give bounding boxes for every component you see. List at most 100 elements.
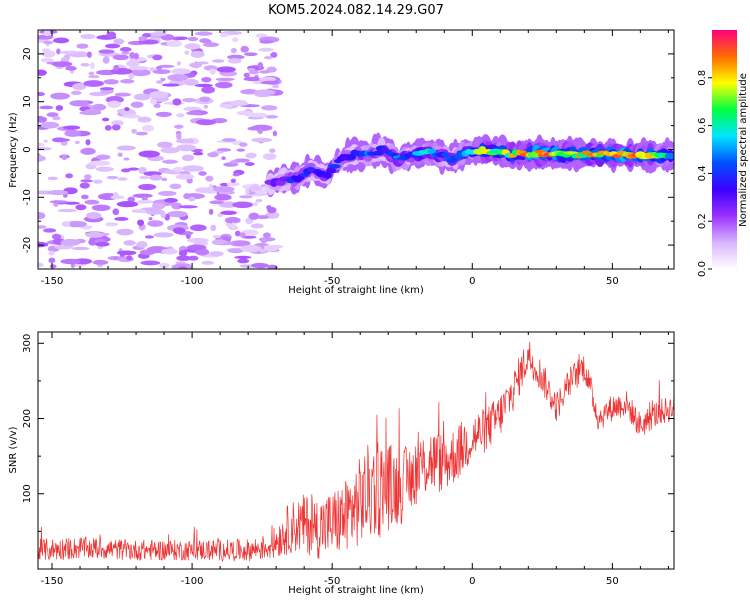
spectrogram-noise-cell	[60, 258, 82, 265]
spectrogram-noise-cell	[132, 193, 153, 198]
spectrogram-noise-cell	[167, 210, 188, 218]
colorbar-tick-label: 0.2	[697, 213, 708, 229]
spectrogram-noise-cell	[38, 225, 47, 229]
spectrogram-noise-cell	[50, 92, 70, 100]
spectrogram-noise-cell	[123, 240, 136, 246]
spectrogram-noise-cell	[137, 219, 145, 226]
spectrogram-noise-cell	[176, 132, 182, 141]
spectrogram-x-tick-label: -150	[41, 276, 64, 287]
spectrogram-noise-cell	[119, 46, 132, 52]
spectrogram-noise-cell	[101, 117, 110, 122]
spectrogram-noise-cell	[270, 51, 278, 58]
spectrogram-noise-cell	[209, 250, 224, 257]
spectrogram-noise-cell	[49, 264, 57, 269]
spectrogram-noise-cell	[187, 196, 196, 202]
spectrogram-noise-cell	[259, 40, 274, 44]
spectrogram-noise-cell	[137, 116, 152, 123]
spectrogram-noise-cell	[84, 199, 100, 205]
spectrogram-noise-cell	[240, 244, 262, 253]
spectrogram-noise-cell	[161, 177, 168, 182]
spectrogram-noise-cell	[104, 125, 112, 131]
spectrogram-noise-cell	[226, 181, 241, 187]
spectrogram-noise-cell	[38, 241, 49, 248]
spectrogram-noise-cell	[240, 89, 259, 95]
spectrogram-noise-cell	[59, 50, 80, 55]
spectrogram-noise-cell	[140, 260, 161, 266]
spectrogram-noise-cell	[160, 211, 167, 219]
spectrogram-noise-cell	[175, 36, 188, 41]
spectrogram-noise-cell	[250, 124, 273, 132]
spectrogram-noise-cell	[173, 166, 183, 172]
spectrogram-noise-cell	[159, 262, 170, 269]
spectrogram-noise-cell	[60, 141, 68, 146]
spectrogram-noise-cell	[40, 57, 54, 63]
spectrogram-noise-cell	[209, 68, 216, 75]
spectrogram-noise-cell	[243, 72, 250, 78]
spectrogram-noise-cell	[161, 159, 178, 164]
spectrogram-noise-cell	[193, 151, 204, 156]
spectrogram-noise-cell	[250, 223, 264, 229]
spectrogram-ridge-cell	[453, 153, 465, 160]
spectrogram-noise-cell	[230, 178, 236, 183]
spectrogram-noise-cell	[240, 257, 247, 261]
spectrogram-noise-cell	[187, 36, 199, 42]
spectrogram-y-ticks: -20 -10 0 10 20	[22, 29, 674, 270]
spectrogram-noise-cell	[272, 84, 280, 89]
spectrogram-noise-cell	[173, 124, 184, 129]
spectrogram-noise-cell	[167, 73, 189, 82]
spectrogram-noise-cell	[80, 33, 96, 40]
spectrogram-noise-cell	[261, 105, 278, 111]
spectrogram-noise-cell	[272, 130, 278, 137]
spectrogram-noise-cell	[155, 111, 172, 117]
spectrogram-noise-cell	[265, 114, 279, 119]
spectrogram-noise-cell	[212, 235, 221, 239]
spectrogram-noise-cell	[248, 212, 260, 220]
spectrogram-noise-cell	[104, 222, 119, 227]
spectrogram-noise-cell	[106, 175, 119, 180]
spectrogram-noise-cell	[72, 83, 87, 91]
spectrogram-noise-cell	[38, 92, 45, 97]
spectrogram-noise-cell	[56, 138, 70, 142]
spectrogram-noise-cell	[160, 147, 180, 154]
spectrogram-noise-cell	[103, 79, 119, 85]
spectrogram-noise-cell	[61, 221, 71, 227]
spectrogram-noise-cell	[227, 58, 242, 64]
spectrogram-noise-cell	[208, 183, 213, 191]
spectrogram-noise-cell	[56, 48, 61, 55]
spectrogram-noise-cell	[116, 250, 137, 256]
spectrogram-x-label: Height of straight line (km)	[288, 285, 424, 296]
spectrogram-noise-cell	[51, 61, 73, 68]
spectrogram-noise-cell	[113, 38, 125, 45]
spectrogram-noise-cell	[212, 239, 227, 245]
spectrogram-noise-cell	[70, 90, 82, 96]
spectrogram-noise-cell	[116, 145, 136, 151]
snr-y-tick-label: 100	[22, 484, 33, 503]
spectrogram-noise-cell	[112, 208, 120, 216]
spectrogram-noise-cell	[199, 96, 211, 102]
spectrogram-noise-cell	[138, 150, 160, 158]
spectrogram-noise-cell	[90, 62, 95, 70]
spectrogram-noise-cell	[230, 222, 236, 229]
spectrogram-noise-cell	[220, 210, 237, 216]
spectrogram-noise-cell	[166, 40, 182, 48]
spectrogram-noise-cell	[171, 202, 183, 210]
spectrogram-noise-cell	[203, 42, 220, 47]
spectrogram-noise-cell	[120, 109, 137, 117]
spectrogram-noise-cell	[130, 101, 144, 108]
spectrogram-ridge-cell	[328, 164, 341, 169]
snr-y-ticks: 100 200 300	[22, 334, 674, 532]
spectrogram-noise-cell	[160, 77, 166, 82]
spectrogram-noise-cell	[80, 179, 93, 183]
spectrogram-noise-cell	[63, 125, 81, 130]
spectrogram-noise-cell	[139, 175, 150, 180]
spectrogram-cells	[38, 30, 674, 269]
spectrogram-ridge-cell	[326, 167, 337, 174]
spectrogram-noise-cell	[91, 204, 111, 212]
spectrogram-noise-cell	[71, 246, 90, 251]
spectrogram-ridge-cell	[664, 152, 674, 160]
figure-title: KOM5.2024.082.14.29.G07	[268, 3, 444, 18]
spectrogram-noise-cell	[41, 48, 51, 52]
spectrogram-noise-cell	[126, 60, 140, 67]
spectrogram-noise-cell	[40, 121, 60, 129]
spectrogram-noise-cell	[262, 153, 277, 160]
